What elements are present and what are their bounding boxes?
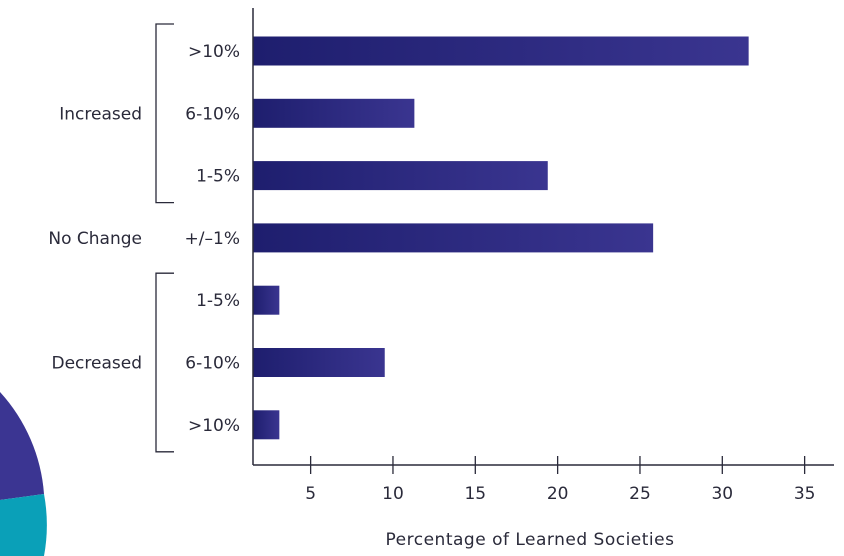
axes [252, 8, 834, 466]
x-tick-label-1: 10 [382, 484, 404, 504]
category-label-3: +/–1% [185, 229, 240, 249]
bar-4 [253, 285, 280, 315]
category-label-4: 1-5% [196, 291, 240, 311]
category-label-5: 6-10% [185, 354, 240, 374]
x-axis-label: Percentage of Learned Societies [386, 530, 675, 550]
pie-fragment [0, 392, 47, 556]
category-labels: >10% 6-10% 1-5% +/–1% 1-5% 6-10% >10% [185, 42, 240, 436]
category-label-2: 1-5% [196, 167, 240, 187]
category-label-1: 6-10% [185, 104, 240, 124]
category-label-0: >10% [188, 42, 240, 62]
bar-0 [253, 36, 749, 66]
group-bracket-0 [155, 23, 174, 204]
bar-2 [253, 161, 548, 191]
x-tick-label-4: 25 [629, 484, 651, 504]
group-label-0: Increased [59, 104, 142, 124]
group-label-1: No Change [48, 229, 142, 249]
x-tick-label-5: 30 [711, 484, 733, 504]
bar-1 [253, 98, 415, 128]
bar-5 [253, 348, 385, 377]
bar-6 [253, 410, 280, 440]
x-tick-label-0: 5 [305, 484, 316, 504]
x-tick-label-3: 20 [547, 484, 569, 504]
pie-slice-purple [0, 392, 44, 500]
group-label-2: Decreased [52, 354, 143, 374]
pie-slice-teal [0, 494, 47, 556]
group-labels: Increased No Change Decreased [48, 23, 174, 453]
x-tick-label-6: 35 [794, 484, 816, 504]
x-tick-label-2: 15 [464, 484, 486, 504]
x-ticks: 5 10 15 20 25 30 35 [305, 456, 815, 504]
category-label-6: >10% [188, 416, 240, 436]
bars-group [253, 36, 749, 440]
group-bracket-2 [155, 272, 174, 453]
bar-3 [253, 223, 654, 253]
